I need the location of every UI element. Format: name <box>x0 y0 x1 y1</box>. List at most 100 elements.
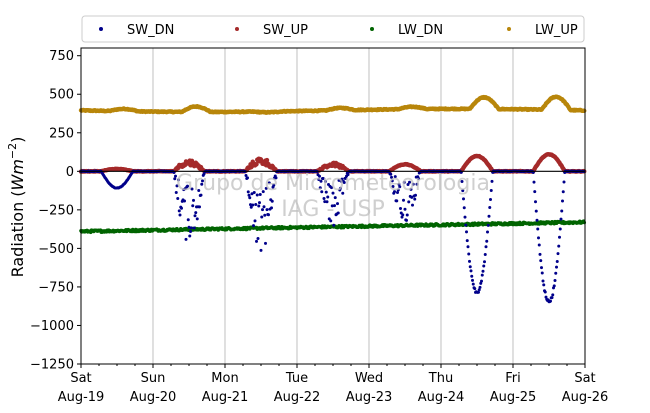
sw-dn-point <box>261 190 265 194</box>
sw-dn-point <box>411 182 415 186</box>
sw-dn-point <box>393 190 396 194</box>
sw-dn-point <box>254 202 258 206</box>
sw-dn-point <box>177 209 181 213</box>
sw-dn-point <box>470 274 474 278</box>
sw-dn-point <box>481 269 485 273</box>
sw-dn-point <box>198 205 201 209</box>
legend-box <box>81 15 585 43</box>
sw-dn-point <box>562 180 566 184</box>
x-tick-weekday: Tue <box>285 371 308 386</box>
x-tick-weekday: Sat <box>70 371 91 386</box>
sw-dn-point <box>184 237 188 241</box>
sw-dn-point <box>274 176 278 180</box>
sw-dn-point <box>331 191 335 195</box>
sw-dn-point <box>397 182 401 186</box>
sw-dn-point <box>264 186 268 190</box>
sw-dn-point <box>559 217 563 221</box>
sw-dn-point <box>402 198 405 202</box>
sw-dn-point <box>174 174 177 178</box>
sw-dn-point <box>409 187 413 191</box>
sw-dn-point <box>480 279 483 283</box>
sw-dn-point <box>466 245 470 249</box>
sw-dn-point <box>192 198 195 202</box>
sw-dn-point <box>471 282 475 286</box>
sw-dn-point <box>561 199 564 203</box>
sw-dn-point <box>189 226 193 230</box>
sw-up-point <box>264 157 270 163</box>
sw-dn-point <box>489 188 493 192</box>
legend-label: LW_DN <box>398 23 443 38</box>
legend-entry: SW_DN <box>99 23 174 38</box>
legend-marker <box>507 27 511 31</box>
y-tick-label: −500 <box>38 242 74 257</box>
sw-dn-point <box>541 279 545 283</box>
sw-dn-point <box>477 288 481 292</box>
sw-dn-point <box>256 236 260 240</box>
sw-dn-point <box>533 190 537 194</box>
sw-dn-point <box>479 281 483 285</box>
sw-dn-point <box>262 205 266 209</box>
y-axis-label-unit: Wm <box>8 159 27 190</box>
sw-dn-point <box>257 204 261 208</box>
sw-dn-point <box>320 190 324 194</box>
sw-dn-point <box>399 206 402 210</box>
sw-dn-point <box>175 184 179 188</box>
sw-dn-point <box>557 244 561 248</box>
sw-dn-point <box>398 185 402 189</box>
sw-dn-point <box>324 179 327 183</box>
sw-dn-point <box>486 230 489 234</box>
sw-dn-point <box>191 204 195 208</box>
sw-dn-point <box>402 180 406 184</box>
sw-dn-point <box>259 248 263 252</box>
sw-dn-point <box>246 176 249 180</box>
sw-dn-point <box>264 241 267 245</box>
sw-dn-point <box>561 190 565 194</box>
sw-dn-point <box>190 187 194 191</box>
sw-dn-point <box>538 252 542 256</box>
sw-dn-point <box>417 177 420 181</box>
x-tick-date: Aug-21 <box>202 390 249 405</box>
sw-dn-point <box>463 215 467 219</box>
sw-dn-point <box>550 296 554 300</box>
sw-dn-point <box>193 214 197 218</box>
sw-dn-point <box>323 200 327 204</box>
sw-dn-point <box>462 197 465 201</box>
sw-dn-point <box>403 207 407 211</box>
sw-dn-point <box>318 186 322 190</box>
sw-dn-point <box>186 218 190 222</box>
series-lw-up <box>78 94 587 115</box>
y-tick-label: 500 <box>49 88 74 103</box>
sw-dn-point <box>465 239 469 243</box>
watermark-line-1: Grupo de Micrometeorologia <box>176 171 490 196</box>
sw-dn-point <box>322 196 326 200</box>
sw-dn-point <box>483 260 486 264</box>
sw-dn-point <box>551 293 555 297</box>
sw-dn-point <box>176 197 180 201</box>
sw-dn-point <box>326 195 330 199</box>
sw-dn-point <box>244 173 248 177</box>
sw-dn-point <box>558 235 561 239</box>
sw-dn-point <box>258 201 261 205</box>
sw-dn-point <box>389 172 393 176</box>
sw-dn-point <box>414 193 417 197</box>
sw-dn-point <box>339 186 342 190</box>
legend-entry: LW_DN <box>370 23 443 38</box>
sw-dn-point <box>178 213 182 217</box>
sw-dn-point <box>330 204 334 208</box>
sw-dn-point <box>342 181 346 185</box>
sw-dn-point <box>534 209 538 213</box>
sw-dn-point <box>396 188 400 192</box>
sw-dn-point <box>405 213 409 217</box>
sw-dn-point <box>556 252 560 256</box>
lw-up-point <box>582 108 587 113</box>
sw-dn-point <box>488 205 492 209</box>
y-tick-label: −1000 <box>30 319 74 334</box>
legend-entry: LW_UP <box>507 23 578 38</box>
y-axis-label-exponent: −2 <box>6 143 19 159</box>
sw-dn-point <box>407 200 411 204</box>
y-axis-label: Radiation (Wm−2) <box>6 137 27 278</box>
sw-dn-point <box>183 199 186 203</box>
sw-dn-point <box>261 208 264 212</box>
x-tick-weekday: Wed <box>355 371 383 386</box>
sw-dn-point <box>554 271 558 275</box>
